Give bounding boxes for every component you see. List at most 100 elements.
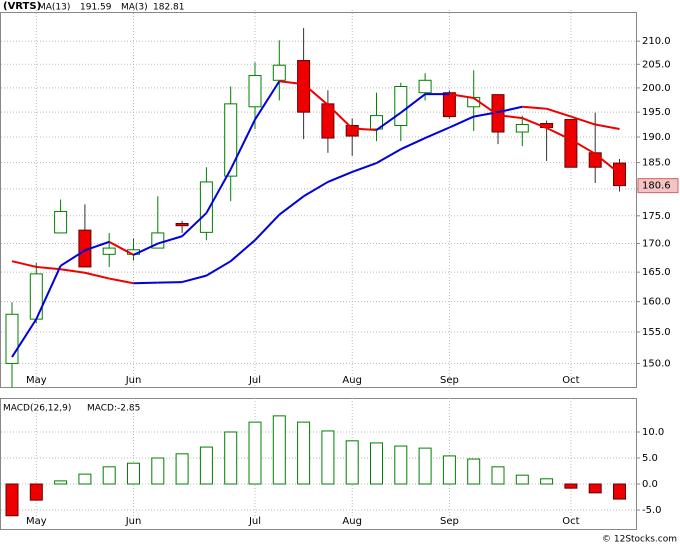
ma-line [546, 127, 572, 141]
x-tick-label: Oct [562, 375, 579, 386]
candle-body [613, 162, 626, 187]
x-tick-label: Jul [248, 375, 261, 386]
ma-line [400, 137, 426, 151]
ma-line [521, 117, 547, 129]
candle-body [442, 92, 456, 118]
ma-line [473, 97, 499, 116]
ma-line [351, 162, 377, 173]
ma-line [109, 277, 134, 285]
candle-body [29, 273, 43, 320]
macd-bar [418, 447, 432, 485]
y-tick-label: 155.0 [642, 327, 671, 338]
ma-line [327, 171, 353, 183]
ma-line [35, 265, 62, 320]
ma-line [546, 107, 572, 118]
macd-bar [248, 421, 262, 485]
price-panel [0, 12, 637, 388]
ma-line [302, 83, 329, 106]
y-tick-label: 200.0 [642, 83, 671, 94]
ma-line [254, 80, 281, 121]
macd-bar [102, 466, 116, 485]
macd-title: MACD(26,12,9) [3, 404, 71, 414]
ma-line [230, 239, 256, 262]
ma-line [522, 105, 547, 110]
candle-body [345, 125, 359, 137]
ma-line [448, 115, 475, 129]
y-tick-label: 5.0 [642, 453, 658, 464]
y-tick-label: 205.0 [642, 59, 671, 70]
macd-bar [345, 440, 359, 485]
macd-bar [199, 446, 213, 485]
macd-bar [151, 457, 165, 485]
candle-body [418, 79, 432, 94]
ma-line [60, 268, 86, 274]
macd-bar [564, 483, 578, 489]
ma-line [181, 274, 207, 284]
ma-line [254, 214, 281, 241]
macd-bar [467, 458, 481, 485]
y-tick-label: 190.0 [642, 132, 671, 143]
ma-line [375, 111, 402, 131]
chart-title: (VRTS) [3, 1, 41, 12]
x-tick-label: Jul [248, 516, 261, 527]
x-tick-label: Aug [342, 375, 362, 386]
ma-line [400, 93, 426, 114]
ma-line [229, 119, 256, 170]
macd-bar [54, 480, 68, 485]
ma-line [424, 126, 450, 139]
macd-bar [442, 455, 456, 485]
macd-panel [0, 398, 637, 530]
macd-bar [5, 483, 19, 517]
y-tick-label: 160.0 [642, 297, 671, 308]
macd-bar [491, 466, 505, 485]
y-tick-label: 10.0 [642, 427, 664, 438]
ma-line [303, 181, 329, 198]
ma-line [205, 168, 232, 214]
macd-bar [515, 474, 529, 485]
y-tick-label: 165.0 [642, 267, 671, 278]
ma-line [327, 104, 353, 130]
candle-body [564, 119, 578, 168]
ma-line [133, 242, 159, 256]
y-tick-label: 195.0 [642, 107, 671, 118]
macd-bar [394, 445, 408, 485]
macd-bar [588, 483, 602, 494]
x-tick-label: Oct [562, 516, 579, 527]
macd-bar [613, 483, 626, 500]
y-tick-label: 175.0 [642, 211, 671, 222]
x-tick-label: Sep [440, 375, 459, 386]
ma-line [181, 212, 208, 237]
macd-bar [370, 442, 383, 485]
ma-line [594, 153, 621, 175]
legend-value: 182.81 [153, 3, 185, 13]
ma-line [279, 80, 304, 86]
ma-line [84, 271, 110, 280]
ma-line [133, 281, 158, 285]
y-tick-label: 150.0 [642, 358, 671, 369]
ma-line [36, 265, 61, 271]
candle-body [102, 247, 116, 255]
ma-line [205, 260, 232, 277]
ma-line [84, 240, 110, 252]
x-tick-label: Jun [125, 516, 142, 527]
macd-bar [127, 462, 140, 485]
macd-bar [78, 473, 92, 485]
y-tick-label: 185.0 [642, 158, 671, 169]
ma-line [570, 138, 596, 155]
x-tick-label: Jun [125, 375, 142, 386]
macd-bar [175, 453, 189, 485]
ma-line [449, 93, 474, 100]
macd-bar [321, 430, 335, 485]
ma-line [497, 114, 523, 120]
last-price: 180.6 [642, 181, 671, 192]
x-tick-label: Aug [342, 516, 362, 527]
candle-body [515, 124, 529, 133]
last-price-box [637, 178, 679, 194]
x-tick-label: May [26, 516, 47, 527]
candle-body [175, 222, 189, 227]
ma-line [497, 105, 523, 114]
footer: © 12Stocks.com [602, 535, 677, 545]
y-tick-label: 170.0 [642, 239, 671, 250]
ma-line [352, 127, 377, 132]
